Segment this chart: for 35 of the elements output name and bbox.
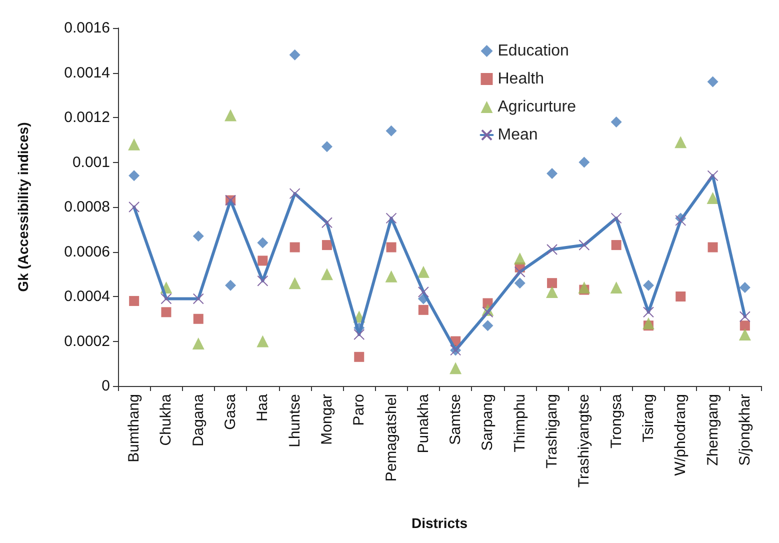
y-axis-title: Gk (Accessibility indices) xyxy=(15,122,31,292)
x-tick-label: Chukha xyxy=(158,393,175,446)
y-tick-label: 0.0004 xyxy=(64,288,110,305)
x-tick-label: Zhemgang xyxy=(704,394,722,466)
x-tick-label: S/jongkhar xyxy=(736,394,754,466)
x-tick-label: Trashiyangtse xyxy=(576,394,593,488)
y-tick-label: 0.001 xyxy=(72,154,110,171)
x-tick-label: Trongsa xyxy=(608,393,625,448)
x-tick-label: Haa xyxy=(254,393,272,422)
y-tick-label: 0.0016 xyxy=(64,20,110,36)
y-tick-label: 0.0008 xyxy=(64,198,110,216)
y-tick-label: 0.0014 xyxy=(64,64,110,82)
x-tick-label: Lhuntse xyxy=(286,394,304,448)
legend-label: Education xyxy=(498,42,569,60)
y-tick-label: 0.0006 xyxy=(64,243,110,260)
x-tick-label: Trashigang xyxy=(544,394,561,468)
x-tick-label: Mongar xyxy=(318,394,336,445)
x-tick-label: Bumthang xyxy=(126,394,143,462)
legend-label: Health xyxy=(498,70,544,88)
x-tick-label: Samtse xyxy=(447,394,464,445)
x-tick-label: Dagana xyxy=(190,393,207,447)
y-tick-label: 0.0012 xyxy=(64,109,110,126)
x-tick-label: Pemagatshel xyxy=(382,394,400,482)
y-tick-label: 0.0002 xyxy=(64,332,110,350)
x-axis-title: Districts xyxy=(411,515,468,531)
legend-label: Agricurture xyxy=(498,98,576,116)
x-tick-label: Punakha xyxy=(414,393,432,454)
legend-label: Mean xyxy=(498,126,538,144)
x-tick-label: Thimphu xyxy=(511,394,528,452)
x-tick-label: Gasa xyxy=(222,393,240,430)
x-tick-label: Tsirang xyxy=(640,394,657,442)
y-tick-label: 0 xyxy=(102,378,110,394)
x-tick-label: Sarpang xyxy=(479,394,496,451)
x-tick-label: W/phodrang xyxy=(672,394,690,476)
x-tick-label: Paro xyxy=(350,394,368,426)
